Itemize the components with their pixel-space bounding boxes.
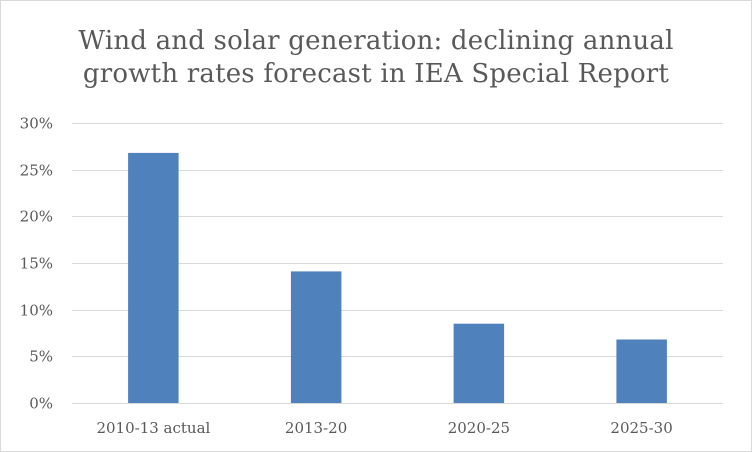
- y-tick-label: 25%: [20, 162, 53, 180]
- y-tick-label: 10%: [20, 302, 53, 320]
- y-tick-label: 5%: [29, 348, 53, 366]
- y-tick-label: 15%: [20, 255, 53, 273]
- bars: [128, 152, 667, 403]
- y-tick-label: 0%: [29, 395, 53, 413]
- chart-title: Wind and solar generation: declining ann…: [1, 25, 751, 91]
- y-tick-label: 20%: [20, 208, 53, 226]
- bar-2025-30: [616, 339, 667, 403]
- x-tick-label: 2025-30: [610, 419, 672, 437]
- x-tick-label: 2013-20: [285, 419, 347, 437]
- bar-2020-25: [453, 323, 505, 403]
- gridlines: [72, 123, 723, 404]
- y-axis-tick-labels: 0% 5% 10% 15% 20% 25% 30%: [20, 115, 53, 413]
- chart-title-line-2: growth rates forecast in IEA Special Rep…: [82, 59, 670, 89]
- bar-2010-13-actual: [128, 152, 179, 403]
- chart-title-line-1: Wind and solar generation: declining ann…: [78, 26, 674, 56]
- bar-2013-20: [290, 271, 342, 403]
- x-tick-label: 2010-13 actual: [96, 419, 210, 437]
- x-tick-label: 2020-25: [448, 419, 510, 437]
- y-tick-label: 30%: [20, 115, 53, 133]
- x-axis-tick-labels: 2010-13 actual 2013-20 2020-25 2025-30: [96, 419, 672, 437]
